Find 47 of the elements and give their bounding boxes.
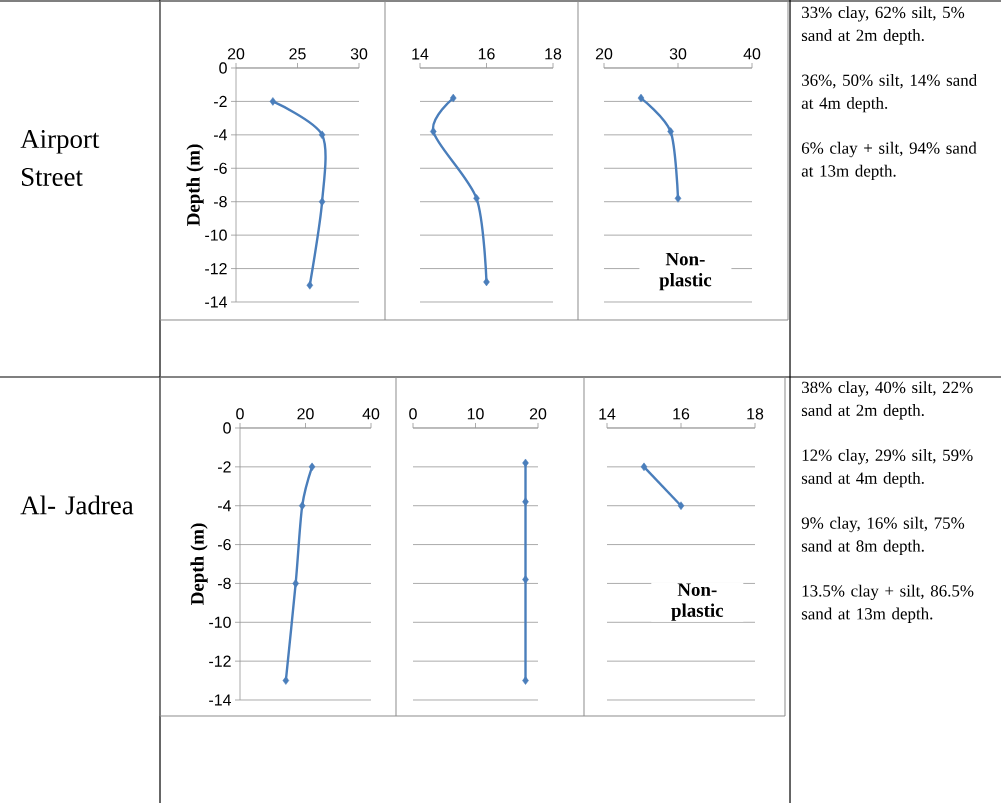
text: 36%, 50% silt, 14% sand at 4m depth.: [801, 74, 977, 113]
x-tick-label: 0: [409, 408, 417, 420]
y-tick-label: -14: [205, 296, 227, 308]
y-tick-label: -6: [218, 538, 231, 551]
x-tick-label: 30: [669, 48, 687, 60]
y-tick-label: -6: [214, 162, 227, 174]
text: 13.5% clay + silt, 86.5% sand at 13m depth.: [801, 584, 974, 623]
x-tick-label: 14: [599, 408, 616, 420]
x-tick-label: 25: [289, 48, 306, 60]
y-axis-title: Depth (m): [190, 523, 208, 605]
text: 38% clay, 40% silt, 22% sand at 2m depth.: [801, 381, 973, 420]
y-axis-title: Depth (m): [186, 144, 204, 226]
x-tick-label: 20: [595, 48, 613, 60]
text: 6% clay + silt, 94% sand at 13m depth.: [801, 141, 977, 181]
x-tick-label: 18: [545, 48, 562, 60]
x-tick-label: 20: [227, 48, 245, 60]
y-tick-label: -10: [209, 616, 231, 628]
x-tick-label: 14: [412, 48, 429, 60]
y-tick-label: -2: [214, 95, 227, 107]
y-tick-label: -4: [214, 129, 228, 141]
y-tick-label: -8: [214, 196, 227, 208]
y-tick-label: -14: [209, 694, 232, 706]
text: Airport Street: [20, 130, 100, 186]
annotation: Non-plastic: [671, 583, 724, 621]
y-tick-label: 0: [223, 422, 231, 434]
x-tick-label: 10: [467, 408, 484, 420]
text: Al- Jadrea: [20, 495, 134, 515]
y-tick-label: -10: [205, 229, 227, 241]
y-tick-label: -8: [218, 577, 231, 590]
x-tick-label: 20: [297, 408, 314, 420]
text: 9% clay, 16% silt, 75% sand at 8m depth.: [801, 516, 965, 556]
x-tick-label: 30: [350, 48, 368, 60]
y-tick-label: 0: [219, 62, 227, 74]
x-tick-label: 40: [743, 48, 761, 60]
x-tick-label: 40: [362, 408, 380, 420]
y-tick-label: -2: [218, 461, 231, 473]
x-tick-label: 20: [529, 408, 547, 420]
x-tick-label: 16: [478, 48, 495, 60]
y-tick-label: -12: [209, 655, 231, 667]
text: 33% clay, 62% silt, 5% sand at 2m depth.: [801, 6, 965, 45]
x-tick-label: 16: [673, 408, 690, 420]
x-tick-label: 18: [747, 408, 764, 420]
x-tick-label: 0: [236, 408, 244, 420]
y-tick-label: -4: [218, 500, 232, 512]
annotation: Non-plastic: [659, 252, 712, 291]
y-tick-label: -12: [205, 263, 227, 275]
text: 12% clay, 29% silt, 59% sand at 4m depth.: [801, 449, 973, 488]
